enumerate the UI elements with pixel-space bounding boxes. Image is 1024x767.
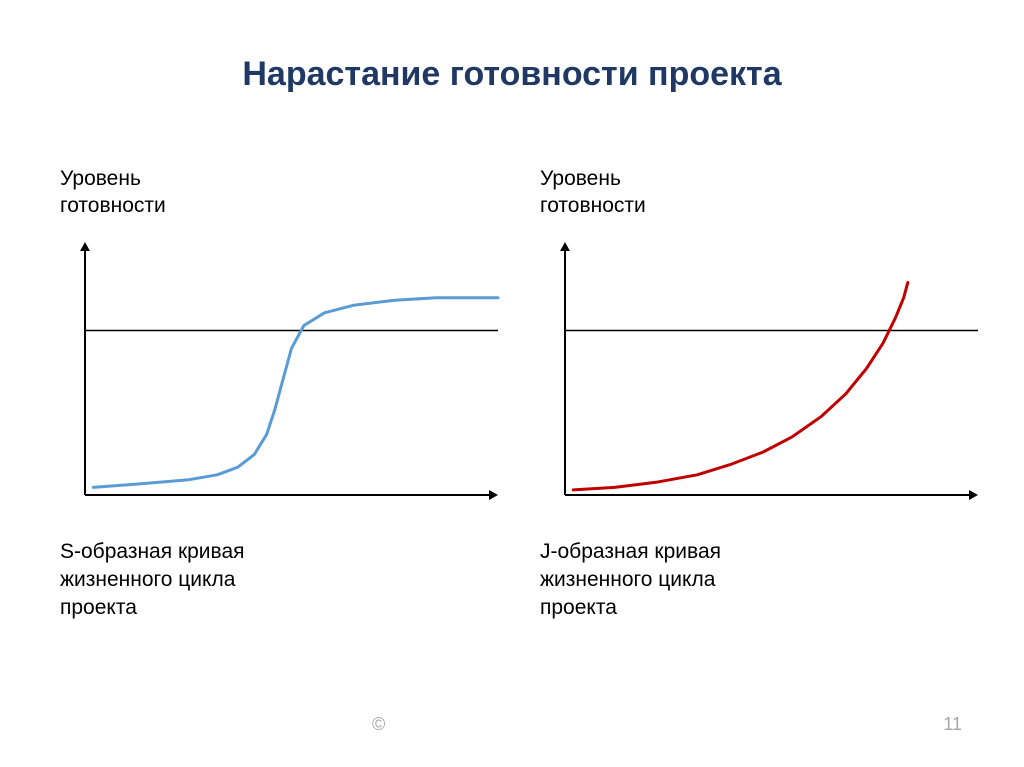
chart-right-caption: J-образная криваяжизненного циклапроекта — [540, 538, 990, 623]
chart-left-svg — [60, 230, 510, 520]
chart-right-y-label: Уровеньготовности — [540, 165, 990, 220]
chart-left-caption: S-образная криваяжизненного циклапроекта — [60, 538, 510, 623]
chart-left-plot — [60, 230, 510, 520]
chart-right-cell: Уровеньготовности J-образная криваяжизне… — [540, 165, 990, 623]
chart-right-plot — [540, 230, 990, 520]
chart-left-cell: Уровеньготовности S-образная криваяжизне… — [60, 165, 510, 623]
footer-copyright: © — [372, 714, 385, 735]
chart-right-svg — [540, 230, 990, 520]
charts-row: Уровеньготовности S-образная криваяжизне… — [60, 165, 980, 623]
chart-left-y-label: Уровеньготовности — [60, 165, 510, 220]
footer-page-number: 11 — [943, 714, 962, 735]
slide-title: Нарастание готовности проекта — [0, 55, 1024, 94]
